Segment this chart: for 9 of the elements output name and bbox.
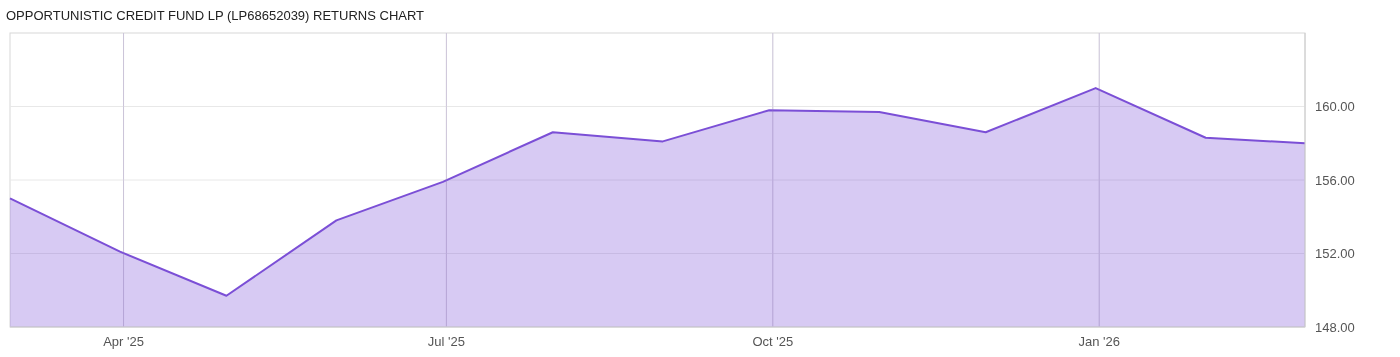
- x-tick-label: Jul '25: [427, 334, 465, 349]
- chart-title: OPPORTUNISTIC CREDIT FUND LP (LP68652039) RETURNS CHART: [6, 8, 425, 23]
- x-tick-label: Apr '25: [103, 334, 144, 349]
- y-tick-label: 152.00: [1315, 246, 1355, 262]
- x-tick-label: Jan '26: [1078, 334, 1120, 349]
- y-tick-label: 160.00: [1315, 99, 1355, 115]
- y-tick-label: 148.00: [1315, 319, 1355, 335]
- y-tick-label: 156.00: [1315, 172, 1355, 188]
- x-tick-label: Oct '25: [752, 334, 794, 349]
